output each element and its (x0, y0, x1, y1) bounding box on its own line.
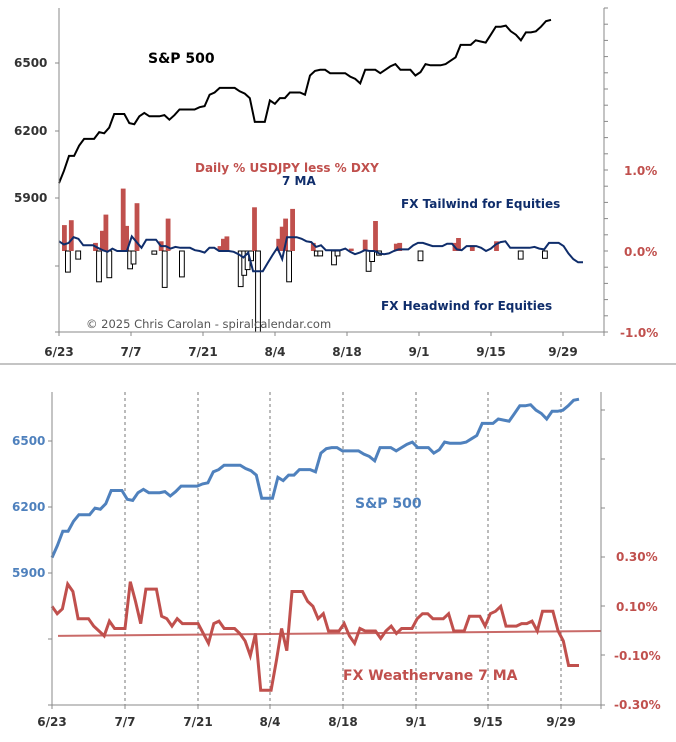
top-bar (179, 250, 185, 278)
top-bar (456, 238, 461, 251)
top-bar (362, 239, 368, 251)
bottom-chart: 6500 6200 5900 0.30% 0.10% -0.10% -0.30%… (12, 392, 661, 729)
top-x-label-9-15: 9/15 (476, 345, 505, 359)
top-bar (279, 226, 285, 251)
top-left-tick-label-5900: 5900 (14, 191, 47, 205)
bottom-x-ticks (51, 705, 602, 709)
top-bar (151, 250, 158, 255)
top-bar (469, 245, 475, 251)
bottom-right-ticks (601, 409, 605, 706)
top-left-ticks (55, 62, 59, 333)
bottom-right-tick-label-neg0-10: -0.10% (614, 649, 661, 663)
top-bar (286, 250, 293, 283)
top-bar (373, 221, 378, 251)
top-bar (75, 250, 82, 260)
top-bar (65, 250, 71, 273)
bottom-right-tick-label-neg0-30: -0.30% (614, 698, 661, 712)
bottom-right-tick-label-0-30: 0.30% (616, 550, 658, 564)
top-bar (348, 248, 354, 251)
top-bar (517, 250, 524, 260)
top-x-label-7-7: 7/7 (120, 345, 141, 359)
top-bar (120, 188, 126, 251)
top-x-ticks (58, 332, 605, 336)
top-bar-series (62, 188, 548, 333)
bottom-x-label-8-4: 8/4 (259, 715, 280, 729)
bottom-ma-title: FX Weathervane 7 MA (343, 668, 518, 684)
top-right-tick-label-neg1pct: -1.0% (620, 326, 658, 340)
top-bar (124, 225, 129, 251)
top-headwind-label: FX Headwind for Equities (381, 299, 552, 313)
top-right-ticks (604, 7, 608, 333)
bottom-ma-line (50, 580, 579, 692)
bottom-x-label-9-29: 9/29 (546, 715, 575, 729)
bottom-left-tick-label-6500: 6500 (12, 434, 45, 448)
bottom-left-tick-label-5900: 5900 (12, 566, 45, 580)
bottom-x-label-9-15: 9/15 (473, 715, 502, 729)
copyright-label: © 2025 Chris Carolan - spiralcalendar.co… (86, 317, 331, 331)
bottom-x-label-9-1: 9/1 (405, 715, 426, 729)
top-bar (217, 246, 223, 251)
top-bar (542, 250, 548, 259)
top-bar (130, 250, 137, 265)
top-bar (417, 250, 424, 262)
top-ma-line (58, 234, 583, 273)
top-bar (252, 207, 257, 251)
top-bar (494, 241, 499, 251)
top-bar (290, 208, 295, 251)
top-spx-line (58, 18, 552, 184)
bottom-x-label-7-21: 7/21 (183, 715, 212, 729)
top-bar (68, 220, 74, 251)
top-x-label-8-18: 8/18 (332, 345, 361, 359)
top-bar (276, 238, 282, 251)
bottom-x-label-6-23: 6/23 (37, 715, 66, 729)
bottom-spx-line (50, 397, 580, 559)
bottom-x-label-8-18: 8/18 (328, 715, 357, 729)
top-x-label-9-1: 9/1 (408, 345, 429, 359)
top-right-tick-label-1pct: 1.0% (624, 164, 657, 178)
bottom-title: S&P 500 (355, 496, 422, 512)
top-left-tick-label-6200: 6200 (14, 124, 47, 138)
top-bar (369, 250, 376, 262)
bottom-x-label-7-7: 7/7 (114, 715, 135, 729)
top-bar-title: Daily % USDJPY less % DXY (195, 161, 379, 175)
top-bar (310, 242, 316, 251)
top-right-tick-label-0pct: 0.0% (624, 245, 657, 259)
bottom-right-tick-label-0-10: 0.10% (616, 600, 658, 614)
top-bar (334, 250, 341, 257)
top-bar (397, 242, 403, 251)
top-x-label-6-23: 6/23 (44, 345, 73, 359)
top-bar (103, 214, 109, 251)
bottom-left-tick-label-6200: 6200 (12, 500, 45, 514)
top-ma-title: 7 MA (282, 174, 316, 188)
top-left-tick-label-6500: 6500 (14, 56, 47, 70)
top-tailwind-label: FX Tailwind for Equities (401, 197, 560, 211)
top-bar (283, 218, 288, 251)
top-x-label-9-29: 9/29 (548, 345, 577, 359)
top-bar (317, 250, 324, 257)
top-chart: 6500 6200 5900 1.0% 0.0% -1.0% S&P 500 D… (14, 7, 658, 359)
bottom-vertical-gridlines (124, 392, 562, 705)
top-x-label-8-4: 8/4 (264, 345, 285, 359)
top-bar (161, 250, 168, 288)
top-bar (62, 225, 67, 251)
top-title: S&P 500 (148, 51, 215, 67)
top-x-label-7-21: 7/21 (188, 345, 217, 359)
top-bar (165, 218, 171, 251)
top-bar (96, 250, 102, 283)
top-bar (100, 230, 105, 252)
bottom-reference-line (57, 630, 602, 637)
top-bar (134, 203, 140, 251)
top-bar (393, 243, 399, 251)
top-bar (221, 238, 226, 251)
top-bar (106, 250, 113, 279)
bottom-left-ticks (48, 440, 52, 706)
top-bar (224, 236, 230, 251)
